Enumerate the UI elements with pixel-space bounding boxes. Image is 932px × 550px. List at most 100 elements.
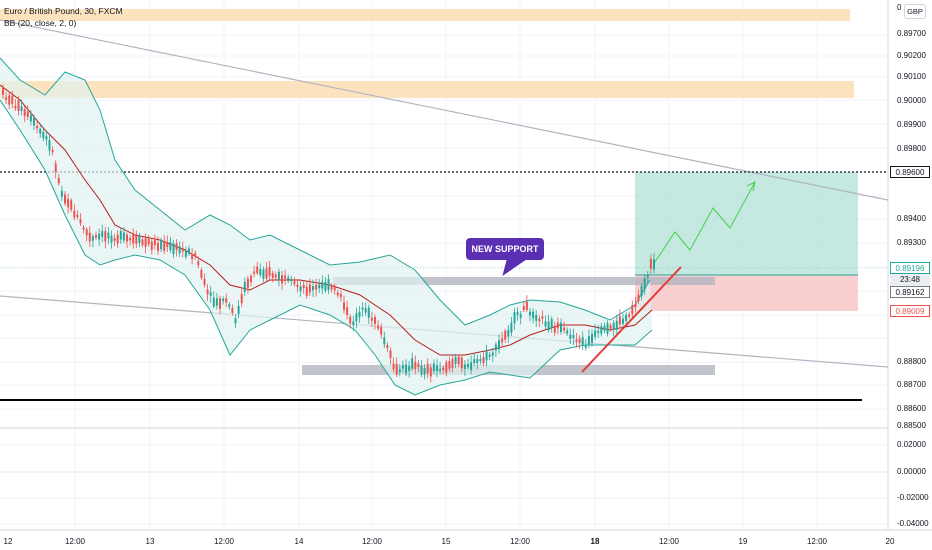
candle-body [488,354,491,357]
candle-body [296,284,299,288]
candle-body [178,246,181,254]
candle-body [442,367,445,370]
candle-body [336,292,339,296]
candle-body [203,278,206,285]
candle-body [212,297,215,307]
candle-body [510,322,513,333]
candle-body [330,286,333,290]
bb-fill [0,58,652,395]
candle-body [76,214,79,218]
candle-body [436,365,438,372]
candle-body [82,227,85,230]
candle-body [240,294,243,304]
candle-body [64,194,66,204]
candle-body [380,326,383,335]
candle-body [222,298,225,301]
candle-body [606,322,609,334]
candle-body [355,313,358,322]
candle-body [20,106,23,111]
candle-body [628,314,631,317]
osc-label: -0.04000 [897,519,929,528]
indicator-legend[interactable]: BB (20, close, 2, 0) [4,18,77,28]
candle-body [640,285,643,297]
candle-body [11,95,14,104]
candle-body [377,325,380,329]
symbol-title[interactable]: Euro / British Pound, 30, FXCM [4,6,123,16]
candle-body [389,350,392,358]
candle-body [2,87,4,95]
candle-body [287,277,290,280]
osc-label: 0.00000 [897,467,926,476]
time-label: 12:00 [806,537,828,546]
candle-body [85,229,88,236]
candle-body [649,258,652,269]
candle-body [104,231,107,242]
bb-basis-tag: 0.89162 [890,286,930,298]
candle-body [39,128,42,134]
candle-body [352,321,355,326]
projection-path [654,181,756,263]
candle-body [423,368,426,375]
candle-body [188,248,190,254]
candle-body [609,325,612,329]
candle-body [42,131,45,139]
candle-body [550,319,553,328]
candle-body [333,287,336,291]
candle-body [256,266,259,274]
candle-body [395,363,398,375]
candle-body [259,269,262,275]
candle-body [358,311,361,318]
candle-body [293,281,296,285]
candle-body [29,115,32,122]
candle-body [566,330,569,334]
candle-body [305,286,308,296]
candle-body [457,356,460,365]
candle-body [79,219,82,224]
candle-body [516,312,519,315]
candle-body [346,307,349,316]
candle-body [383,337,386,345]
candle-body [73,210,76,218]
candle-body [364,308,367,313]
candle-body [563,327,566,331]
candle-body [494,344,497,351]
candle-body [414,361,417,370]
candle-body [324,281,327,291]
time-label: 19 [738,537,748,546]
supply-zone-upper [0,81,854,98]
candle-body [48,140,51,151]
candle-body [246,278,249,288]
candle-body [219,298,221,309]
candle-body [243,281,246,292]
price-label: 0.88800 [897,357,926,366]
candle-body [274,274,277,278]
candle-body [321,281,324,289]
osc-label: 0.02000 [897,440,926,449]
new-support-callout[interactable]: NEW SUPPORT [466,238,544,260]
currency-button[interactable]: GBP [904,4,926,19]
candle-body [17,100,20,111]
candle-body [476,359,479,363]
candle-body [157,243,159,251]
candle-body [107,232,110,239]
candle-body [228,304,231,308]
candle-body [463,364,466,369]
new-support-zone [333,277,715,285]
candle-body [122,232,125,241]
candle-body [460,357,463,369]
target-zone [635,172,858,275]
candle-body [603,325,606,331]
candle-body [361,307,364,310]
candle-body [535,314,538,321]
time-label: 12 [3,537,13,546]
candle-body [547,321,550,331]
bb-basis [0,84,653,356]
candle-body [26,111,29,117]
candle-body [637,294,640,302]
candle-body [147,238,150,245]
candle-body [491,352,494,356]
bb-lower-band [0,99,653,396]
candle-body [281,275,283,284]
candle-body [374,316,376,324]
